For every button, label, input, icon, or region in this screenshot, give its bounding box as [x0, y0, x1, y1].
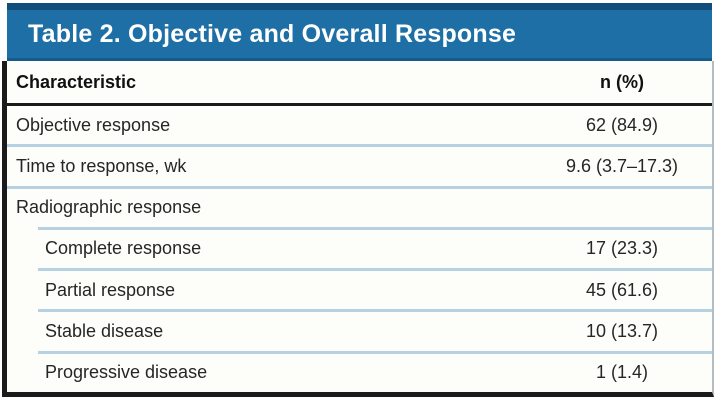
table-row: Complete response 17 (23.3) — [7, 230, 712, 268]
row-value: 17 (23.3) — [585, 238, 659, 259]
row-label: Stable disease — [45, 321, 164, 342]
row-separator — [38, 268, 712, 272]
row-value: 1 (1.4) — [595, 362, 649, 383]
row-label: Time to response, wk — [16, 155, 187, 176]
row-value: 45 (61.6) — [585, 279, 659, 300]
table-header-row: Characteristic n (%) — [7, 61, 712, 106]
row-separator — [7, 185, 712, 189]
table-row: Objective response 62 (84.9) — [7, 106, 712, 144]
row-separator — [7, 144, 712, 148]
row-separator — [38, 309, 712, 313]
row-value: 10 (13.7) — [585, 321, 659, 342]
row-value: 62 (84.9) — [585, 114, 659, 135]
table-row: Time to response, wk 9.6 (3.7–17.3) — [7, 147, 712, 185]
table-body: Characteristic n (%) Objective response … — [2, 61, 714, 397]
row-separator — [38, 350, 712, 354]
table-row: Progressive disease 1 (1.4) — [7, 354, 712, 392]
row-label: Radiographic response — [16, 197, 202, 218]
table-row: Stable disease 10 (13.7) — [7, 312, 712, 350]
table-row: Partial response 45 (61.6) — [7, 271, 712, 309]
table-title: Table 2. Objective and Overall Response — [28, 19, 517, 48]
column-header-value: n (%) — [600, 71, 644, 92]
column-header-characteristic: Characteristic — [16, 71, 137, 92]
table-row: Radiographic response — [7, 189, 712, 227]
row-label: Complete response — [45, 238, 202, 259]
table-title-bar: Table 2. Objective and Overall Response — [7, 3, 712, 61]
row-value: 9.6 (3.7–17.3) — [565, 155, 679, 176]
row-label: Progressive disease — [45, 362, 208, 383]
row-separator — [38, 226, 712, 230]
row-label: Partial response — [45, 279, 176, 300]
row-label: Objective response — [16, 114, 171, 135]
